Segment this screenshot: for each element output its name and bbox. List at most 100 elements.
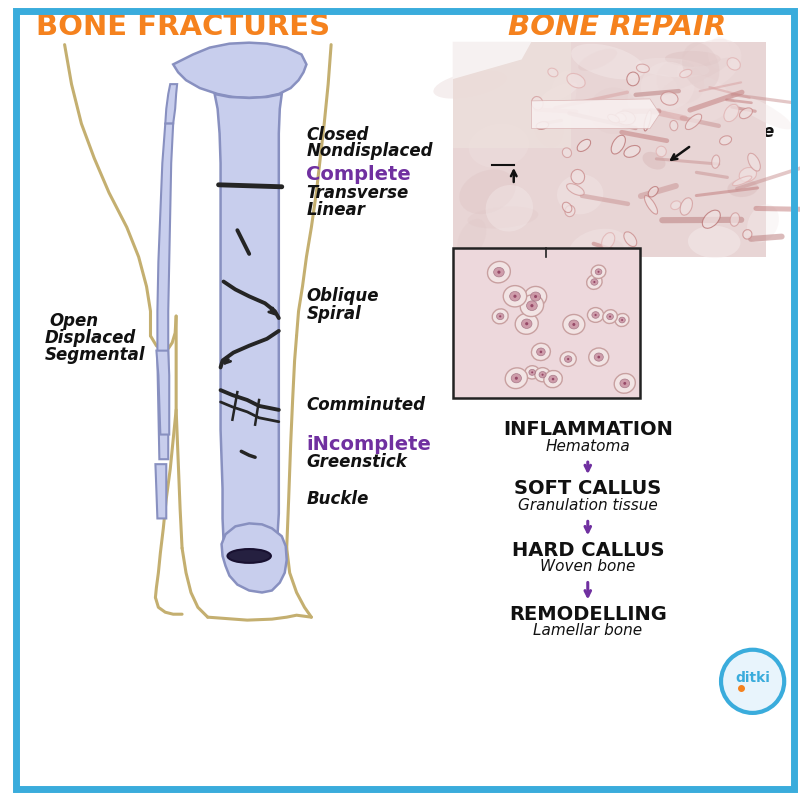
Text: BONE REPAIR: BONE REPAIR xyxy=(508,13,726,41)
Ellipse shape xyxy=(469,124,529,168)
Text: Complete: Complete xyxy=(306,166,411,185)
Text: Lamellar bone: Lamellar bone xyxy=(534,623,642,638)
Ellipse shape xyxy=(594,314,597,316)
Ellipse shape xyxy=(497,313,504,320)
Ellipse shape xyxy=(510,291,520,301)
Ellipse shape xyxy=(656,61,704,104)
Ellipse shape xyxy=(567,74,585,88)
Ellipse shape xyxy=(569,229,629,269)
Ellipse shape xyxy=(620,379,630,388)
Ellipse shape xyxy=(514,294,517,298)
Ellipse shape xyxy=(589,348,609,366)
Text: Spiral: Spiral xyxy=(306,305,362,323)
Ellipse shape xyxy=(542,374,544,376)
Ellipse shape xyxy=(624,146,640,158)
Ellipse shape xyxy=(616,111,635,125)
Ellipse shape xyxy=(602,310,618,323)
Ellipse shape xyxy=(549,375,558,383)
Ellipse shape xyxy=(541,82,578,102)
Ellipse shape xyxy=(525,286,546,306)
Text: Greenstick: Greenstick xyxy=(306,453,407,471)
Text: ditki: ditki xyxy=(735,671,770,686)
Ellipse shape xyxy=(590,239,624,264)
Ellipse shape xyxy=(533,105,564,148)
Polygon shape xyxy=(531,99,660,129)
Ellipse shape xyxy=(627,72,639,86)
Ellipse shape xyxy=(739,167,757,182)
Ellipse shape xyxy=(661,92,678,105)
Ellipse shape xyxy=(537,348,546,356)
Ellipse shape xyxy=(614,374,635,394)
Ellipse shape xyxy=(459,170,516,214)
Ellipse shape xyxy=(503,286,526,307)
Text: HARD CALLUS: HARD CALLUS xyxy=(511,541,664,559)
Ellipse shape xyxy=(552,378,554,380)
Ellipse shape xyxy=(656,146,666,157)
Ellipse shape xyxy=(572,323,575,326)
Ellipse shape xyxy=(557,174,603,214)
Ellipse shape xyxy=(562,148,571,158)
Ellipse shape xyxy=(748,154,760,171)
Polygon shape xyxy=(222,523,286,593)
Ellipse shape xyxy=(536,122,549,130)
Ellipse shape xyxy=(578,49,617,71)
Ellipse shape xyxy=(515,313,538,334)
Text: Closed: Closed xyxy=(306,126,369,145)
Ellipse shape xyxy=(525,322,528,326)
Ellipse shape xyxy=(648,186,658,197)
Ellipse shape xyxy=(623,382,626,385)
Ellipse shape xyxy=(598,356,600,358)
Ellipse shape xyxy=(621,319,623,321)
Ellipse shape xyxy=(682,42,719,90)
Ellipse shape xyxy=(569,320,579,329)
Ellipse shape xyxy=(730,213,739,226)
Polygon shape xyxy=(214,94,282,570)
Ellipse shape xyxy=(227,549,271,563)
Ellipse shape xyxy=(627,74,678,114)
Ellipse shape xyxy=(506,368,527,389)
Ellipse shape xyxy=(562,202,572,213)
Ellipse shape xyxy=(586,274,602,290)
Polygon shape xyxy=(157,350,170,434)
Ellipse shape xyxy=(624,232,637,246)
Ellipse shape xyxy=(592,312,599,318)
Ellipse shape xyxy=(544,370,562,388)
Ellipse shape xyxy=(719,136,731,145)
Ellipse shape xyxy=(531,371,533,374)
Text: Granulation tissue: Granulation tissue xyxy=(518,498,658,513)
Ellipse shape xyxy=(560,352,576,366)
Ellipse shape xyxy=(550,71,577,117)
Ellipse shape xyxy=(529,370,535,375)
Ellipse shape xyxy=(662,58,731,92)
Ellipse shape xyxy=(688,226,741,258)
Ellipse shape xyxy=(520,294,543,317)
Ellipse shape xyxy=(739,108,753,118)
Ellipse shape xyxy=(567,358,570,360)
Ellipse shape xyxy=(724,104,738,122)
Ellipse shape xyxy=(548,68,558,77)
Ellipse shape xyxy=(563,314,585,334)
Text: Open: Open xyxy=(50,312,99,330)
Ellipse shape xyxy=(611,135,626,154)
Ellipse shape xyxy=(467,206,538,229)
Ellipse shape xyxy=(577,139,590,151)
Text: SOFT CALLUS: SOFT CALLUS xyxy=(514,479,662,498)
Ellipse shape xyxy=(434,70,507,98)
Ellipse shape xyxy=(642,152,666,170)
Ellipse shape xyxy=(530,304,534,307)
Ellipse shape xyxy=(686,114,702,130)
Ellipse shape xyxy=(660,75,730,123)
Ellipse shape xyxy=(565,206,575,217)
Ellipse shape xyxy=(499,315,502,318)
Ellipse shape xyxy=(530,292,541,301)
Ellipse shape xyxy=(571,170,585,184)
Ellipse shape xyxy=(641,62,694,110)
Ellipse shape xyxy=(539,371,546,378)
Text: Callous: Callous xyxy=(461,146,529,164)
Text: Displaced: Displaced xyxy=(45,329,136,347)
Ellipse shape xyxy=(609,315,611,318)
Ellipse shape xyxy=(733,176,752,186)
Ellipse shape xyxy=(566,184,584,195)
Bar xyxy=(453,248,640,398)
Ellipse shape xyxy=(602,233,614,249)
